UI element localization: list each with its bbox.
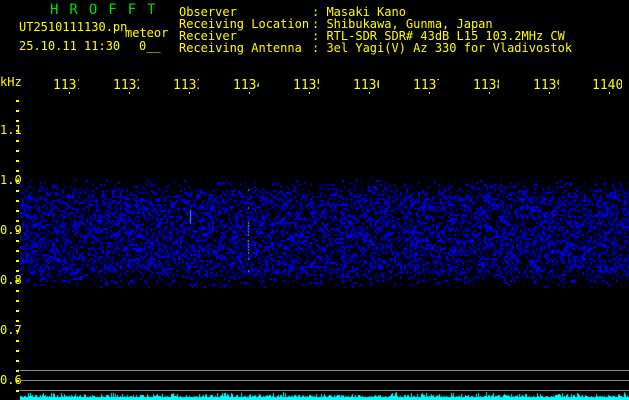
y-tick bbox=[16, 270, 19, 272]
frequency-tick bbox=[429, 92, 430, 94]
y-label: 0.8 bbox=[0, 273, 22, 287]
grid-line bbox=[20, 370, 629, 371]
y-tick bbox=[16, 280, 19, 282]
frequency-tick bbox=[129, 92, 130, 94]
antenna-label: Receiving Antenna bbox=[179, 41, 302, 55]
frequency-label: 1138 bbox=[473, 78, 499, 93]
frequency-tick bbox=[309, 92, 310, 94]
y-tick bbox=[16, 310, 19, 312]
detection-count: 0__ bbox=[139, 39, 161, 53]
y-tick bbox=[16, 340, 19, 342]
y-tick bbox=[16, 120, 19, 122]
y-tick bbox=[16, 160, 19, 162]
app-title: HROFFT bbox=[50, 2, 167, 18]
frequency-label: 1140 bbox=[592, 78, 622, 93]
y-tick bbox=[16, 230, 19, 232]
y-tick bbox=[16, 110, 19, 112]
frequency-label: 1133 bbox=[173, 78, 199, 93]
receiver-label: Receiver bbox=[179, 29, 237, 43]
y-tick bbox=[16, 210, 19, 212]
y-tick bbox=[16, 190, 19, 192]
frequency-label: 1132 bbox=[113, 78, 139, 93]
frequency-label: 1135 bbox=[293, 78, 319, 93]
frequency-tick bbox=[549, 92, 550, 94]
y-tick bbox=[16, 390, 19, 392]
frequency-tick bbox=[489, 92, 490, 94]
frequency-label: 1139 bbox=[533, 78, 559, 93]
y-tick bbox=[16, 360, 19, 362]
observer-label: Observer bbox=[179, 5, 237, 19]
filename: UT2510111130.pn bbox=[19, 20, 128, 34]
antenna-value: : 3el Yagi(V) Az 330 for Vladivostok bbox=[312, 41, 573, 55]
y-tick bbox=[16, 100, 19, 102]
signal-level-bar bbox=[20, 390, 629, 400]
y-label: 1.0 bbox=[0, 173, 22, 187]
frequency-tick bbox=[189, 92, 190, 94]
y-tick bbox=[16, 370, 19, 372]
unit-label: kHz bbox=[0, 75, 22, 89]
y-tick bbox=[16, 200, 19, 202]
y-tick bbox=[16, 170, 19, 172]
frequency-tick bbox=[609, 92, 610, 94]
location-value: : Shibukawa, Gunma, Japan bbox=[312, 17, 493, 31]
y-label: 0.7 bbox=[0, 323, 22, 337]
y-tick bbox=[16, 290, 19, 292]
y-label: 0.9 bbox=[0, 223, 22, 237]
y-tick bbox=[16, 380, 19, 382]
frequency-tick bbox=[369, 92, 370, 94]
y-tick bbox=[16, 140, 19, 142]
location-label: Receiving Location bbox=[179, 17, 310, 31]
y-label: 1.1 bbox=[0, 123, 22, 137]
mode-label: meteor bbox=[125, 26, 169, 40]
y-tick bbox=[16, 220, 19, 222]
frequency-label: 1134 bbox=[233, 78, 259, 93]
y-tick bbox=[16, 330, 19, 332]
y-tick bbox=[16, 150, 19, 152]
grid-line bbox=[20, 380, 629, 381]
frequency-tick bbox=[69, 92, 70, 94]
frequency-label: 1137 bbox=[413, 78, 439, 93]
observer-value: : Masaki Kano bbox=[312, 5, 406, 19]
y-tick bbox=[16, 350, 19, 352]
y-label: 0.6 bbox=[0, 373, 22, 387]
receiver-value: : RTL-SDR SDR# 43dB L15 103.2MHz CW bbox=[312, 29, 565, 43]
y-tick bbox=[16, 320, 19, 322]
spectrogram bbox=[20, 98, 629, 398]
y-tick bbox=[16, 180, 19, 182]
frequency-label: 1136 bbox=[353, 78, 379, 93]
y-tick bbox=[16, 260, 19, 262]
frequency-tick bbox=[249, 92, 250, 94]
y-tick bbox=[16, 130, 19, 132]
y-tick bbox=[16, 240, 19, 242]
y-tick bbox=[16, 300, 19, 302]
y-tick bbox=[16, 250, 19, 252]
datetime: 25.10.11 11:30 bbox=[19, 39, 121, 53]
